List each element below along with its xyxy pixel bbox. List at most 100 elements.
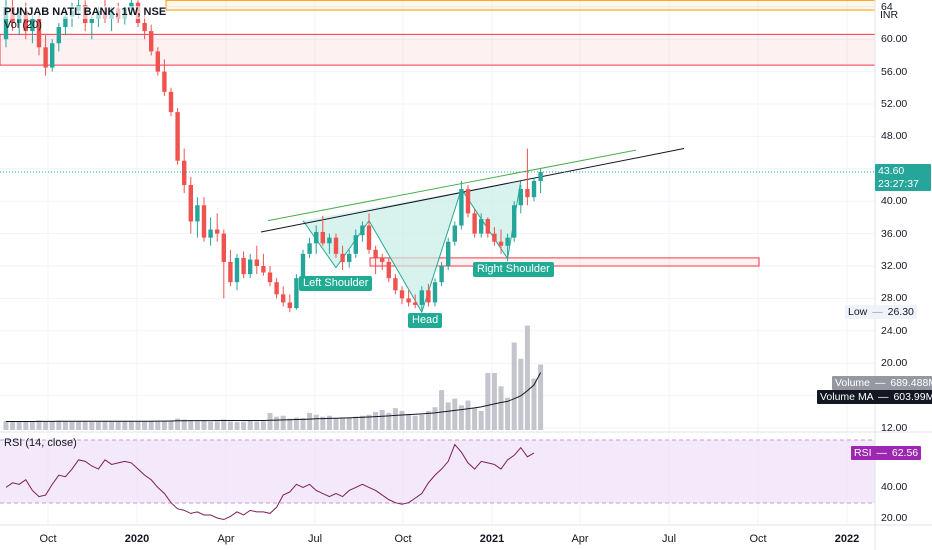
candle-body [452,225,457,242]
candle-body [241,257,246,275]
candle-body [50,43,55,68]
last-price-badge: 43.60 [875,164,931,178]
volume-bar [458,405,464,430]
volume-ma-polyline [6,372,542,422]
volume-bar [307,412,313,430]
right-shoulder-label[interactable]: Right Shoulder [473,262,554,277]
candle-body [43,47,48,68]
candle-body [287,302,292,309]
volume-bar [247,420,253,430]
head-label[interactable]: Head [408,313,443,328]
volume-bar [300,418,306,430]
candle-body [446,241,451,266]
volume-bar [214,421,220,430]
candle-body [386,261,391,279]
candle-body [439,266,444,283]
volume-bar [425,411,431,430]
rsi-badge: RSI — 62.56 [851,446,922,460]
volume-value: 689.488M [890,377,932,389]
volume-bar [419,414,425,430]
volume-bar [386,412,392,430]
left-shoulder-label[interactable]: Left Shoulder [299,276,373,291]
volume-bar [122,421,128,430]
candle-body [3,6,9,40]
candle-body [353,235,358,254]
volume-bar [485,373,491,430]
upper-trendline [267,149,637,222]
volume-bar [3,420,9,430]
volume-bar [267,412,273,430]
candle-body [340,253,345,262]
volume-bar [82,421,88,430]
candle-body [63,16,68,28]
currency-label[interactable]: INR [880,9,899,21]
volume-bar [102,420,108,430]
rsi-indicator-label[interactable]: RSI (14, close) [4,437,77,449]
symbol-title[interactable]: PUNJAB NATL BANK, 1W, NSE [4,6,167,19]
volume-bar [227,421,233,430]
candle-body [215,229,220,234]
volume-bar [340,417,346,430]
time-tick-label: Oct [394,533,412,545]
time-tick-label: 2021 [479,533,505,545]
candle-body [393,278,398,291]
candle-body [419,290,424,305]
volume-bar [221,419,227,430]
volume-bar [260,421,266,430]
low-badge: Low — 26.30 [845,305,917,319]
candle-body [89,18,94,23]
volume-bar [538,364,544,430]
price-tick-label: 20.00 [881,357,908,370]
volume-bar [524,325,530,430]
volume-bar [274,416,280,430]
candle-body [234,257,240,283]
volume-bar [511,342,517,430]
volume-bar [234,421,240,430]
pattern-fill [303,180,521,313]
volume-bar [353,416,359,430]
price-tick-label: 28.00 [881,292,908,305]
volume-bar [29,421,35,430]
volume-bar [175,418,181,430]
candle-body [36,18,42,48]
neckline [260,148,685,233]
candle-body [307,243,312,254]
candle-body [261,266,266,273]
candle-body [538,172,543,181]
volume-bar [379,410,385,430]
candle-body [472,213,477,234]
volume-bar [69,421,75,430]
candle-body [155,51,160,72]
resistance-zone [0,33,876,66]
time-tick-label: Apr [217,533,235,545]
time-tick-label: Jul [307,533,323,545]
rsi-pane [0,439,875,521]
volume-indicator-label[interactable]: Vol (20) [4,19,42,31]
volume-bar [168,420,174,430]
candle-body [459,189,464,226]
volume-bar [406,413,412,430]
volume-bar [109,421,115,430]
volume-bar [333,418,339,430]
volume-bar [366,414,372,430]
candle-body [254,259,259,266]
candle-body [248,259,253,275]
candle-body [479,219,484,234]
trend-lines [260,148,685,233]
candle-body [30,18,35,32]
candle-body [333,237,339,254]
volume-bar [320,416,326,430]
time-tick-label: Jul [661,533,677,545]
volume-bar [62,421,68,430]
candle-body [228,261,233,283]
volume-bar [155,420,161,430]
candle-body [162,71,167,92]
candle-body [373,249,378,258]
price-tick-label: 60.00 [881,33,908,46]
candle-body [274,282,279,295]
volume-bar [287,418,293,430]
price-tick-label: 48.00 [881,130,908,143]
volume-bar [95,421,101,430]
volume-bar [188,420,194,430]
